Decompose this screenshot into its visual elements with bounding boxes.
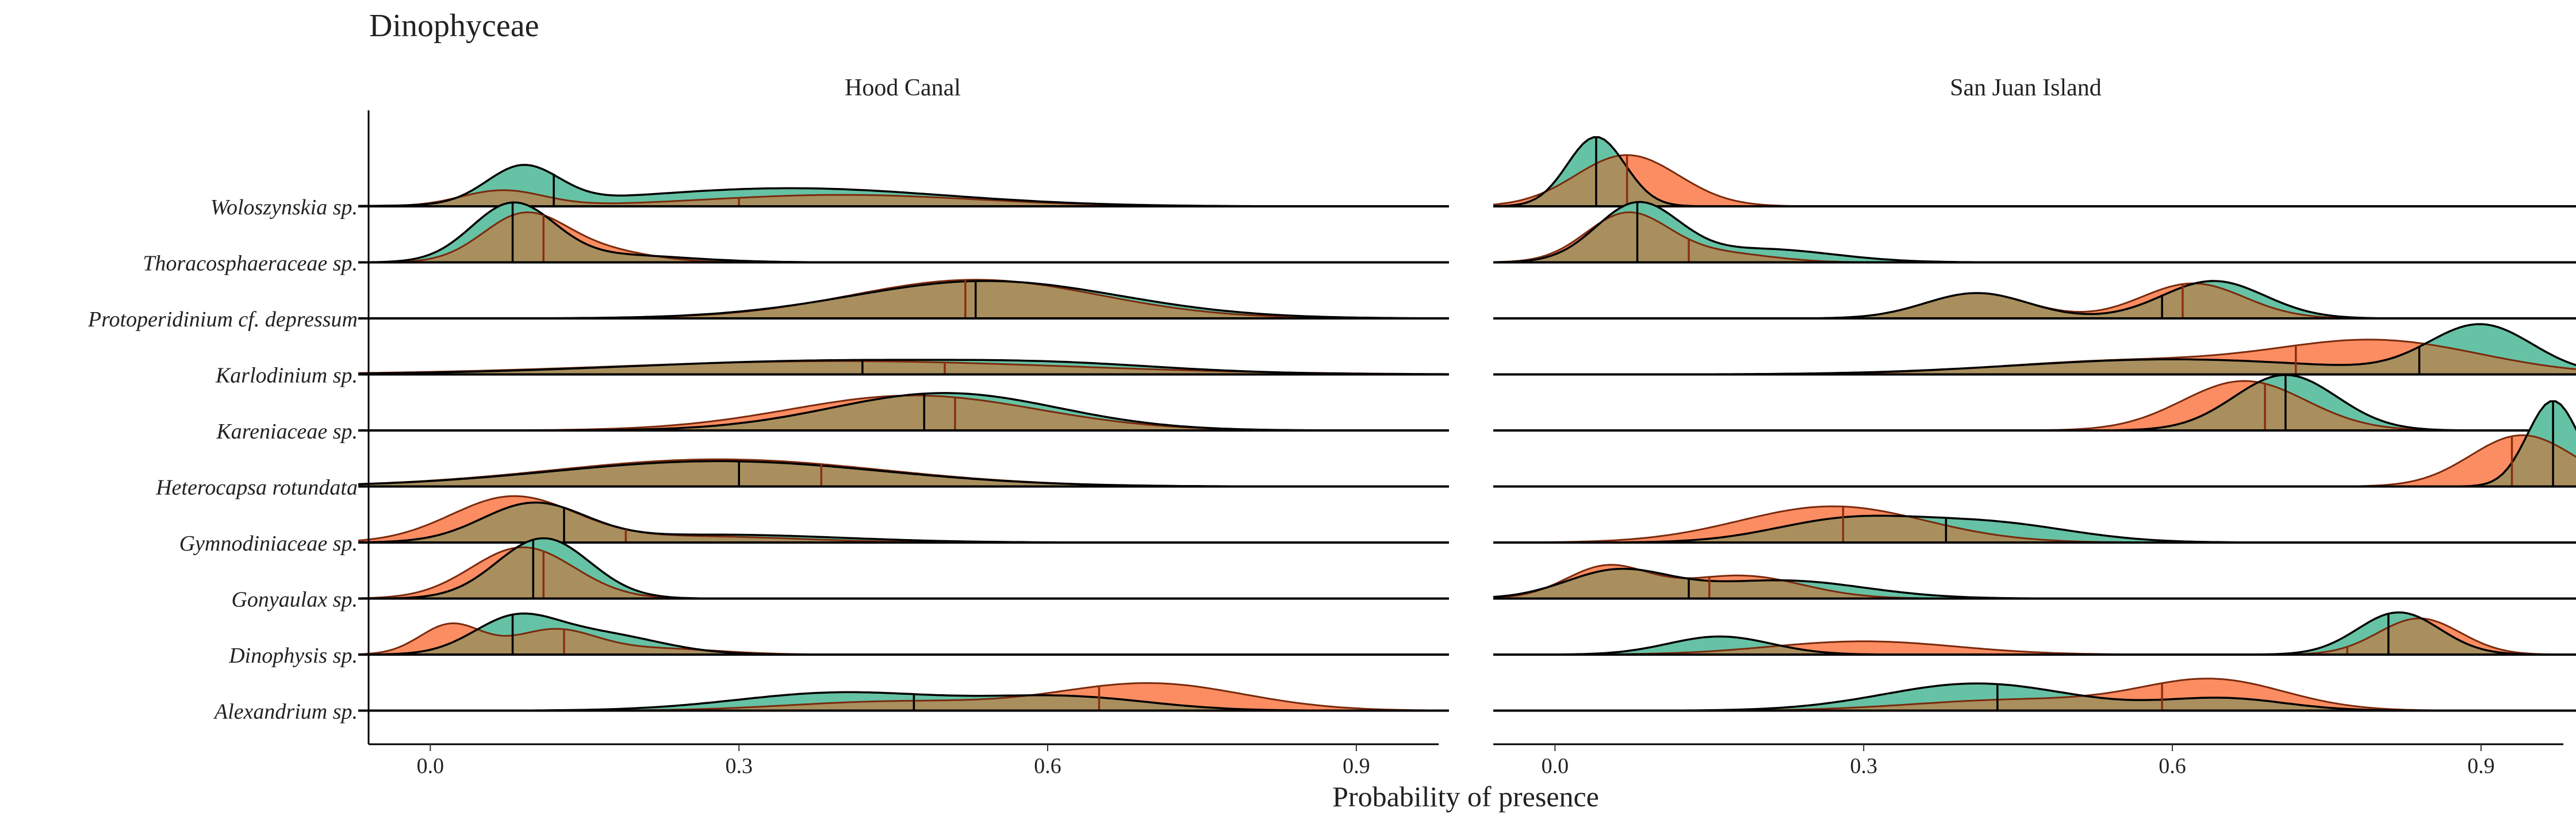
ridge-gonyaulax-sp [1493,564,2576,600]
y-label-karlodinium-sp: Karlodinium sp. [215,364,358,388]
ridge-karlodinium-sp [358,359,1449,376]
ridge-heterocapsa-rotundata [1493,400,2576,488]
panel-title-hood-canal: Hood Canal [845,75,961,101]
ridge-gonyaulax-sp [358,537,1449,600]
density-overlap [358,395,1449,430]
y-label-kareniaceae-sp: Kareniaceae sp. [216,420,358,444]
ridge-woloszynskia-sp [1493,136,2576,207]
y-label-heterocapsa-rotundata: Heterocapsa rotundata [155,476,358,500]
panel-title-san-juan-island: San Juan Island [1950,75,2102,101]
x-tick-label: 0.0 [417,754,444,778]
x-tick-label: 0.0 [1542,754,1569,778]
density-overlap [358,695,1449,711]
y-label-woloszynskia-sp: Woloszynskia sp. [210,195,358,220]
ridge-protoperidinium-cf-depressum [1493,280,2576,320]
density-overlap [1493,344,2576,375]
density-orange [1493,678,2576,711]
x-tick-label: 0.9 [2467,754,2495,778]
ridge-heterocapsa-rotundata [358,458,1449,488]
ridge-woloszynskia-sp [358,164,1449,207]
density-overlap [358,190,1449,206]
x-tick-label: 0.3 [1850,754,1877,778]
ridge-kareniaceae-sp [1493,374,2576,432]
ridge-alexandrium-sp [358,682,1449,712]
ridge-thoracosphaeraceae-sp [1493,201,2576,264]
density-orange [1493,435,2576,487]
density-overlap [1493,283,2576,318]
y-label-dinophysis-sp: Dinophysis sp. [228,644,358,668]
y-axis-labels: Woloszynskia sp. Thoracosphaeraceae sp. Pr… [87,195,369,724]
density-overlap [358,280,1449,318]
density-overlap [358,212,1449,263]
density-green [1493,683,2576,711]
y-label-alexandrium-sp: Alexandrium sp. [213,700,358,724]
x-axis-title: Probability of presence [1332,780,1599,813]
ridge-dinophysis-sp [1493,611,2576,656]
x-tick-label: 0.3 [725,754,753,778]
density-overlap [358,361,1449,375]
y-label-protoperidinium-cf-depressum: Protoperidinium cf. depressum [87,307,358,332]
chart-title: Dinophyceae [369,8,539,44]
density-overlap [358,502,1449,543]
y-label-gymnodiniaceae-sp: Gymnodiniaceae sp. [179,532,358,556]
ridge-gymnodiniaceae-sp [1493,505,2576,544]
ridge-dinophysis-sp [358,612,1449,656]
density-outline-green [358,359,1449,375]
density-overlap [358,629,1449,655]
y-label-gonyaulax-sp: Gonyaulax sp. [231,588,358,612]
ridge-gymnodiniaceae-sp [358,495,1449,544]
density-overlap [1493,516,2576,543]
density-overlap [1493,696,2576,711]
density-overlap [1493,382,2576,430]
density-overlap [1493,568,2576,599]
y-label-thoracosphaeraceae-sp: Thoracosphaeraceae sp. [143,252,358,276]
panel-hood-canal [358,164,1449,712]
density-overlap [358,547,1449,599]
density-overlap [1493,618,2576,655]
ridge-protoperidinium-cf-depressum [358,279,1449,320]
panel-san-juan-island [1493,136,2576,712]
ridge-karlodinium-sp [1493,323,2576,376]
x-tick-label: 0.9 [1343,754,1370,778]
density-orange [358,683,1449,711]
ridge-thoracosphaeraceae-sp [358,201,1449,264]
density-overlap [1493,212,2576,263]
ridge-kareniaceae-sp [358,392,1449,432]
x-axis-ticks: 0.0 0.3 0.6 0.9 0.0 0.3 0.6 0.9 [417,744,2495,778]
ridge-alexandrium-sp [1493,678,2576,712]
x-tick-label: 0.6 [1034,754,1061,778]
density-green [1493,612,2576,655]
x-tick-label: 0.6 [2159,754,2186,778]
